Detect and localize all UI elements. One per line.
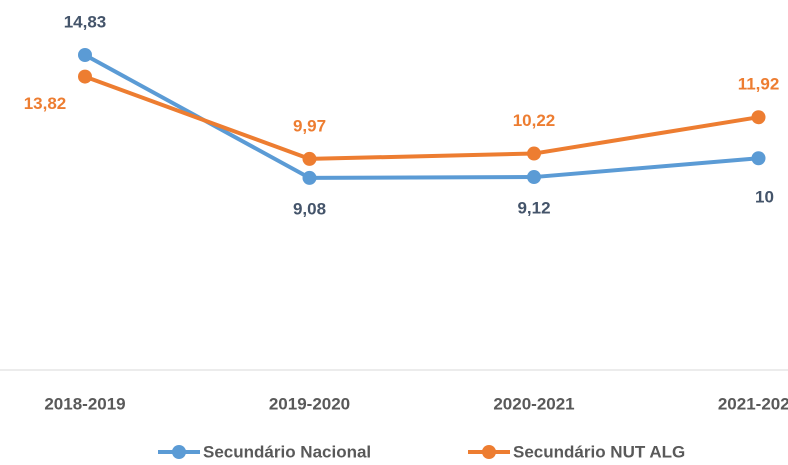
x-tick-label: 2021-2022 bbox=[718, 394, 788, 413]
legend-label: Secundário NUT ALG bbox=[513, 442, 685, 461]
series-line bbox=[84, 53, 759, 180]
marker bbox=[302, 170, 317, 185]
data-label: 14,83 bbox=[64, 12, 107, 31]
data-label: 9,97 bbox=[293, 116, 326, 135]
marker bbox=[751, 110, 766, 125]
marker bbox=[751, 151, 766, 166]
data-label: 10,22 bbox=[513, 111, 556, 130]
data-label: 9,08 bbox=[293, 199, 326, 218]
data-label: 11,92 bbox=[738, 75, 780, 94]
legend-marker bbox=[172, 445, 186, 459]
series-line bbox=[84, 74, 759, 161]
data-label: 10 bbox=[755, 188, 774, 207]
marker bbox=[527, 146, 541, 161]
marker bbox=[78, 48, 92, 63]
x-tick-label: 2018-2019 bbox=[44, 394, 125, 413]
legend-marker bbox=[482, 445, 496, 459]
marker bbox=[527, 170, 541, 185]
data-label: 13,82 bbox=[24, 94, 67, 113]
x-tick-label: 2019-2020 bbox=[269, 394, 350, 413]
legend-label: Secundário Nacional bbox=[203, 442, 371, 461]
data-label: 9,12 bbox=[517, 199, 550, 218]
x-tick-label: 2020-2021 bbox=[493, 394, 574, 413]
marker bbox=[78, 69, 92, 84]
marker bbox=[302, 151, 317, 166]
